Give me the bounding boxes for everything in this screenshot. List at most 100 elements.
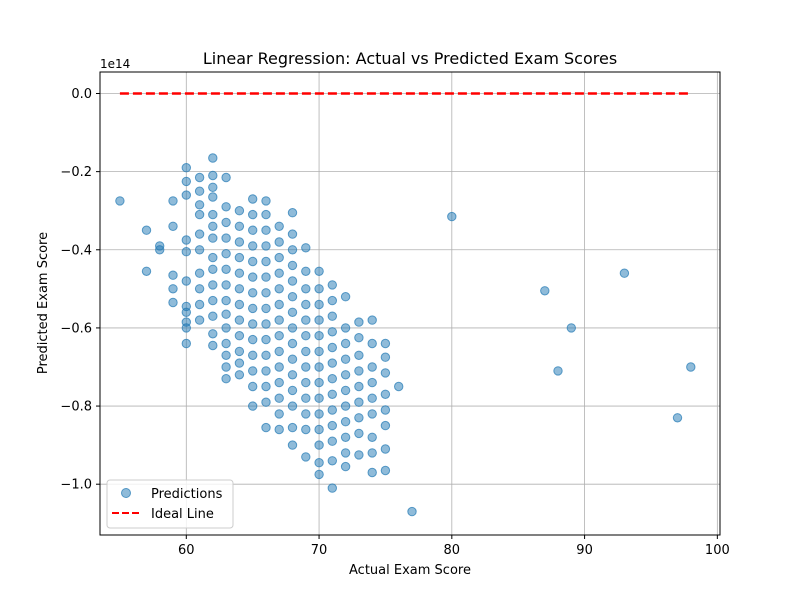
- scatter-point: [221, 172, 231, 183]
- scatter-point: [261, 196, 271, 206]
- scatter-point: [367, 448, 377, 458]
- scatter-point: [327, 327, 337, 337]
- scatter-point: [314, 393, 324, 403]
- scatter-point: [208, 252, 218, 263]
- scatter-point: [354, 333, 364, 343]
- scatter-point: [394, 381, 404, 392]
- scatter-point: [234, 370, 245, 380]
- scatter-point: [248, 303, 258, 314]
- scatter-point: [566, 323, 576, 333]
- legend-marker-predictions: [121, 488, 131, 498]
- scatter-point: [301, 299, 311, 310]
- y-tick-label: −0.6: [60, 321, 92, 336]
- y-scale-label: 1e14: [100, 57, 130, 71]
- scatter-point: [248, 256, 258, 267]
- scatter-point: [354, 366, 364, 376]
- axes-frame: [99, 71, 721, 536]
- legend-label-ideal-line: Ideal Line: [151, 507, 214, 522]
- legend-label-predictions: Predictions: [151, 487, 223, 502]
- scatter-point: [327, 358, 337, 368]
- scatter-point: [194, 186, 205, 196]
- scatter-point: [221, 309, 231, 319]
- scatter-point: [221, 217, 231, 228]
- scatter-point: [208, 295, 218, 306]
- scatter-point: [354, 381, 364, 392]
- scatter-point: [115, 196, 125, 206]
- scatter-point: [248, 381, 258, 392]
- scatter-point: [287, 422, 298, 433]
- x-tick-label: 70: [311, 543, 328, 558]
- scatter-point: [340, 354, 351, 364]
- scatter-point: [380, 389, 391, 399]
- scatter-point: [301, 331, 311, 341]
- scatter-point: [261, 241, 271, 251]
- scatter-point: [686, 362, 696, 372]
- scatter-point: [168, 270, 178, 280]
- scatter-point: [274, 377, 284, 388]
- scatter-point: [261, 303, 271, 314]
- scatter-point: [248, 194, 258, 204]
- scatter-point: [248, 241, 258, 251]
- scatter-point: [340, 432, 351, 442]
- scatter-point: [327, 436, 337, 446]
- scatter-point: [314, 331, 324, 341]
- scatter-point: [234, 206, 245, 216]
- scatter-point: [261, 397, 271, 407]
- scatter-point: [261, 288, 271, 298]
- scatter-point: [274, 424, 284, 435]
- scatter-point: [208, 182, 218, 193]
- scatter-point: [672, 413, 683, 423]
- scatter-point: [327, 295, 337, 306]
- scatter-point: [168, 297, 178, 308]
- scatter-point: [181, 323, 192, 333]
- scatter-point: [221, 280, 231, 290]
- scatter-point: [194, 299, 205, 310]
- scatter-point: [314, 377, 324, 388]
- x-axis-label: Actual Exam Score: [349, 563, 471, 578]
- scatter-point: [367, 467, 377, 478]
- scatter-point: [248, 350, 258, 360]
- scatter-point: [248, 401, 258, 411]
- scatter-point: [314, 440, 324, 450]
- scatter-point: [340, 370, 351, 380]
- scatter-point: [181, 307, 192, 317]
- scatter-point: [553, 366, 563, 376]
- scatter-point: [248, 288, 258, 298]
- scatter-point: [380, 465, 391, 476]
- scatter-point: [314, 284, 324, 294]
- scatter-point: [287, 292, 298, 302]
- scatter-point: [287, 440, 298, 450]
- scatter-point: [194, 284, 205, 294]
- scatter-point: [274, 409, 284, 419]
- scatter-point: [194, 209, 205, 220]
- scatter-point: [248, 209, 258, 220]
- scatter-point: [234, 331, 245, 341]
- legend: Predictions Ideal Line: [106, 479, 234, 529]
- scatter-point: [234, 221, 245, 232]
- scatter-point: [248, 319, 258, 329]
- scatter-point: [261, 256, 271, 267]
- scatter-point: [141, 266, 152, 276]
- scatter-point: [274, 346, 284, 357]
- scatter-point: [407, 506, 417, 517]
- scatter-point: [221, 202, 231, 212]
- scatter-point: [274, 299, 284, 310]
- scatter-point: [261, 366, 271, 376]
- scatter-point: [261, 209, 271, 220]
- scatter-point: [301, 377, 311, 388]
- scatter-point: [287, 401, 298, 411]
- scatter-point: [367, 393, 377, 403]
- x-tick-label: 100: [705, 543, 730, 558]
- scatter-point: [221, 295, 231, 306]
- scatter-point: [221, 350, 231, 360]
- scatter-point: [208, 170, 218, 181]
- scatter-point: [248, 366, 258, 376]
- scatter-point: [301, 362, 311, 372]
- scatter-point: [221, 374, 231, 384]
- scatter-point: [194, 229, 205, 239]
- x-tick-label: 60: [178, 543, 195, 558]
- scatter-point: [221, 362, 231, 372]
- scatter-point: [261, 334, 271, 345]
- scatter-point: [314, 362, 324, 372]
- scatter-point: [208, 209, 218, 220]
